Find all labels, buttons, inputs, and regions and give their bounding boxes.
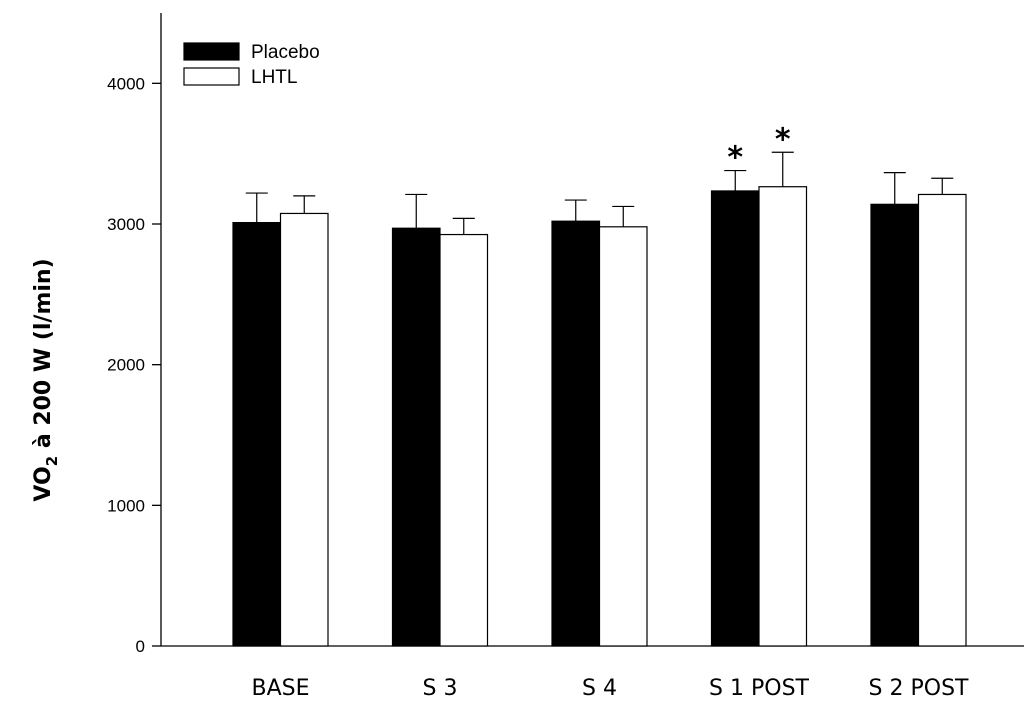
bar-lhtl	[758, 186, 808, 647]
legend-label-placebo: Placebo	[251, 42, 320, 63]
y-tick-label: 4000	[107, 74, 145, 93]
legend: Placebo LHTL	[183, 42, 320, 88]
bars: **	[232, 122, 967, 647]
bar-placebo	[391, 227, 441, 647]
legend-label-lhtl: LHTL	[251, 67, 297, 88]
x-tick-label: S 2 POST	[869, 676, 969, 701]
bar-lhtl	[439, 233, 489, 647]
y-tick-label: 0	[136, 637, 145, 656]
x-tick-label: S 1 POST	[709, 676, 809, 701]
y-tick-label: 3000	[107, 215, 145, 234]
significance-asterisk: *	[775, 122, 791, 157]
x-tick-label: BASE	[251, 676, 309, 701]
y-tick-label: 1000	[107, 496, 145, 515]
axes: 0 1000 2000 3000 4000 BASE S 3 S 4 S 1 POST S 2 P…	[107, 13, 1024, 701]
x-tick-label: S 3	[423, 676, 458, 701]
bar-lhtl	[598, 226, 648, 647]
legend-swatch-placebo	[183, 42, 240, 61]
bar-placebo	[710, 190, 760, 647]
bar-lhtl	[279, 212, 329, 647]
bar-placebo	[551, 220, 601, 647]
legend-swatch-lhtl	[183, 67, 240, 86]
y-axis-label: VO2 à 200 W (l/min)	[31, 258, 61, 501]
bar-placebo	[232, 221, 282, 647]
bar-placebo	[870, 203, 920, 647]
significance-asterisk: *	[727, 141, 743, 176]
y-tick-label: 2000	[107, 356, 145, 375]
bar-lhtl	[917, 193, 967, 647]
x-tick-label: S 4	[582, 676, 617, 701]
